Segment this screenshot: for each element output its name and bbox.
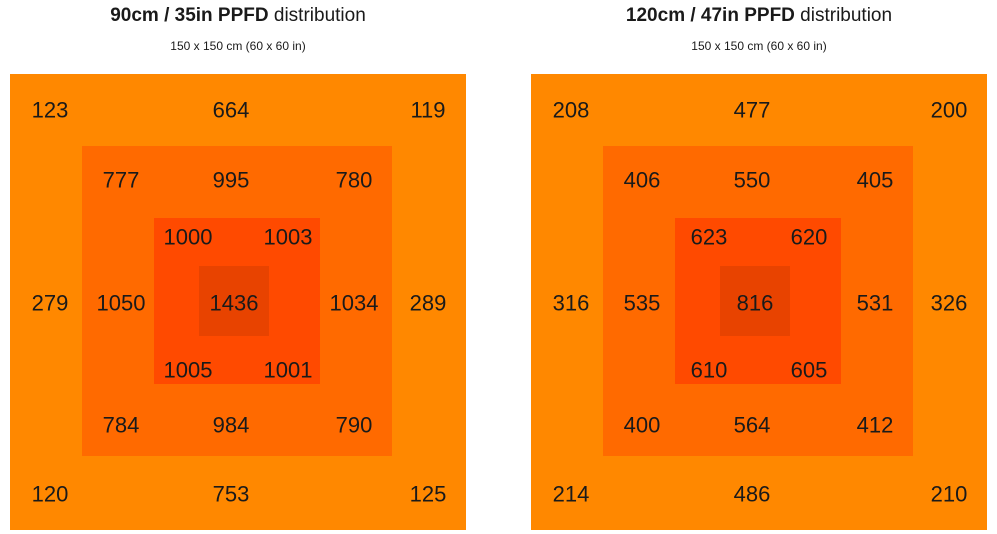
ppfd-grid: 208 477 200 316 326 214 486 210 406 550 405 535 531 4… [531, 74, 987, 530]
ppfd-value-ring2-bottom-2: 412 [857, 413, 894, 438]
ppfd-value-outer-bottom-1: 753 [213, 482, 250, 507]
ppfd-value-outer-bottom-0: 120 [32, 482, 69, 507]
chart-title-rest: distribution [794, 5, 893, 26]
ppfd-value-ring3-bottom-1: 605 [791, 358, 828, 383]
ppfd-value-ring2-bottom-1: 564 [734, 413, 771, 438]
ppfd-value-center-0: 816 [737, 291, 774, 316]
ppfd-value-outer-bottom-1: 486 [734, 482, 771, 507]
ppfd-value-outer-bottom-2: 125 [410, 482, 447, 507]
chart-subtitle: 150 x 150 cm (60 x 60 in) [691, 39, 827, 53]
ppfd-value-outer-middle-1: 326 [931, 291, 968, 316]
ppfd-value-outer-top-0: 208 [553, 98, 590, 123]
chart-title-rest: distribution [268, 5, 366, 26]
ppfd-value-ring2-middle-1: 1034 [330, 291, 379, 316]
ppfd-value-ring2-top-2: 780 [336, 168, 373, 193]
chart-title: 90cm / 35in PPFD distribution [10, 4, 466, 28]
chart-title: 120cm / 47in PPFD distribution [531, 4, 987, 28]
ppfd-value-center-0: 1436 [210, 291, 259, 316]
ppfd-value-ring3-bottom-0: 610 [691, 358, 728, 383]
ppfd-heatmap: 123 664 119 279 289 120 753 125 777 995 780 1050 103… [10, 74, 466, 530]
ppfd-value-outer-middle-0: 316 [553, 291, 590, 316]
ppfd-value-ring2-top-1: 995 [213, 168, 250, 193]
ppfd-value-ring2-top-0: 406 [624, 168, 661, 193]
ppfd-value-ring2-top-1: 550 [734, 168, 771, 193]
ppfd-value-ring2-bottom-2: 790 [336, 413, 373, 438]
ppfd-value-outer-bottom-2: 210 [931, 482, 968, 507]
chart-title-bold: 90cm / 35in PPFD [110, 5, 269, 26]
ppfd-value-outer-top-1: 664 [213, 98, 250, 123]
ppfd-value-outer-top-2: 200 [931, 98, 968, 123]
ppfd-value-outer-bottom-0: 214 [553, 482, 590, 507]
ppfd-value-ring2-middle-0: 535 [624, 291, 661, 316]
ppfd-value-ring2-middle-0: 1050 [97, 291, 146, 316]
ppfd-value-ring2-bottom-0: 784 [103, 413, 140, 438]
ppfd-value-outer-top-2: 119 [410, 98, 445, 123]
ppfd-heatmap: 208 477 200 316 326 214 486 210 406 550 405 535 531 4… [531, 74, 987, 530]
chart-subtitle: 150 x 150 cm (60 x 60 in) [170, 39, 306, 53]
ppfd-value-ring3-bottom-0: 1005 [164, 358, 213, 383]
ppfd-grid: 123 664 119 279 289 120 753 125 777 995 780 1050 103… [10, 74, 466, 530]
ppfd-value-ring2-bottom-0: 400 [624, 413, 661, 438]
ppfd-value-ring3-bottom-1: 1001 [264, 358, 313, 383]
zone-center [199, 266, 269, 336]
ppfd-value-outer-top-1: 477 [734, 98, 771, 123]
ppfd-value-ring3-top-1: 1003 [264, 225, 313, 250]
ppfd-value-ring3-top-0: 1000 [164, 225, 213, 250]
ppfd-value-outer-middle-1: 289 [410, 291, 447, 316]
ppfd-value-ring3-top-0: 623 [691, 225, 728, 250]
ppfd-value-ring2-middle-1: 531 [857, 291, 894, 316]
ppfd-value-ring3-top-1: 620 [791, 225, 828, 250]
ppfd-value-outer-top-0: 123 [32, 98, 69, 123]
ppfd-value-ring2-bottom-1: 984 [213, 413, 250, 438]
ppfd-value-ring2-top-2: 405 [857, 168, 894, 193]
zone-center [720, 266, 790, 336]
ppfd-value-ring2-top-0: 777 [103, 168, 140, 193]
ppfd-value-outer-middle-0: 279 [32, 291, 69, 316]
chart-title-bold: 120cm / 47in PPFD [625, 5, 795, 26]
